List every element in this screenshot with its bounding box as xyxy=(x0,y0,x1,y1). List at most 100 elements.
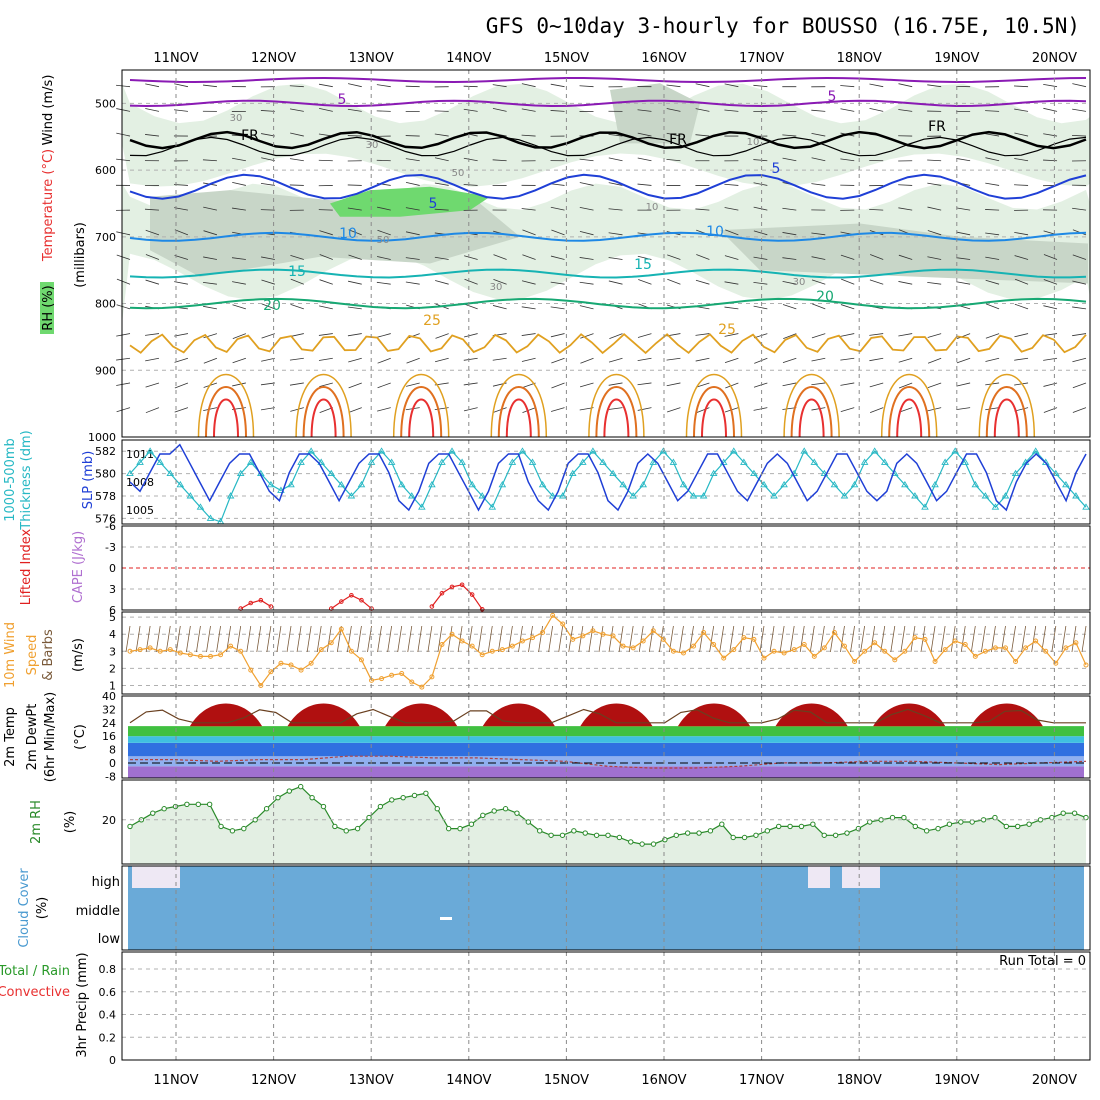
wind-barb xyxy=(493,407,507,413)
wind-barb-10m xyxy=(578,625,584,653)
wind-speed-point xyxy=(620,643,626,649)
wind-barb xyxy=(985,157,1000,162)
wind-barb xyxy=(522,229,536,236)
wind-barb xyxy=(753,230,768,236)
thickness-point xyxy=(840,492,849,499)
wind-barb xyxy=(898,254,913,260)
date-label-top: 17NOV xyxy=(739,51,784,66)
contour-label: 5 xyxy=(772,161,781,177)
wind-barb xyxy=(290,333,304,337)
isotherm-loop xyxy=(790,385,833,438)
rh-point xyxy=(616,834,623,841)
wind-barb-10m xyxy=(699,625,704,653)
thickness-point xyxy=(679,480,688,488)
wind-barb xyxy=(956,281,971,285)
thickness-point xyxy=(196,503,205,510)
wind-barb-10m xyxy=(246,625,252,653)
wind-barb-10m xyxy=(548,625,554,653)
temp-color-band xyxy=(128,726,1084,737)
wind-barb xyxy=(985,110,1000,112)
wind-barb xyxy=(753,382,768,388)
thickness-point xyxy=(1031,447,1040,454)
lifted-index-series xyxy=(330,594,372,610)
thickness-tick-label: 582 xyxy=(95,445,116,458)
wind-barb xyxy=(985,182,1000,186)
wind-barb xyxy=(927,281,942,285)
rh-point xyxy=(161,806,167,812)
rh-point xyxy=(821,832,827,838)
wind-barb xyxy=(724,306,739,310)
wind-barb xyxy=(319,279,333,285)
wind-speed-point xyxy=(962,641,968,647)
wind-barb xyxy=(782,207,797,211)
wind-barb xyxy=(521,280,536,285)
date-label-bottom: 11NOV xyxy=(153,1073,198,1088)
wind-barb-10m xyxy=(538,625,543,653)
wind-barb xyxy=(869,279,884,285)
thickness-point xyxy=(136,458,144,465)
cloud-level-middle: middle xyxy=(76,904,120,919)
wind-barb xyxy=(1043,279,1058,285)
wind-barb xyxy=(347,280,362,285)
temp-hump xyxy=(970,703,1043,727)
wind-barb xyxy=(1072,306,1087,310)
rh-point xyxy=(935,825,941,832)
wind-barb xyxy=(782,157,797,162)
thickness-point xyxy=(639,480,648,488)
thickness-point xyxy=(901,480,909,488)
thickness-point xyxy=(347,492,356,499)
wind-barb xyxy=(985,209,1000,211)
wind-barb xyxy=(290,278,304,285)
isotherm-20 xyxy=(129,297,1087,310)
lifted-index-series xyxy=(431,584,483,610)
thickness-point xyxy=(981,492,990,499)
wind-barb xyxy=(666,84,681,88)
wind-barb-10m xyxy=(779,625,785,653)
wind-barb xyxy=(405,231,420,236)
wind-barb xyxy=(609,333,623,339)
wind-barb xyxy=(202,281,217,285)
thickness-point xyxy=(911,492,919,499)
wind-barb xyxy=(666,132,681,137)
wind-speed-point xyxy=(228,643,234,649)
wind-barb xyxy=(956,407,971,410)
wind-barb xyxy=(869,382,884,388)
rh-point xyxy=(662,836,668,843)
wind-barb xyxy=(579,158,594,162)
wind-barb-10m xyxy=(1071,625,1077,653)
wind-barb xyxy=(782,134,797,137)
contour-label: 20 xyxy=(816,289,834,305)
wind-barb-10m xyxy=(789,625,795,653)
wind-barb-10m xyxy=(940,625,946,653)
thickness-point xyxy=(1062,480,1070,488)
rh-point xyxy=(741,834,748,841)
wind-barb xyxy=(753,84,768,88)
rh-point xyxy=(980,817,987,823)
wind-barb xyxy=(290,303,304,310)
thickness-point xyxy=(458,458,466,465)
wind-barb-10m xyxy=(819,625,825,653)
rh-contour-label: 50 xyxy=(377,235,390,246)
wind-barb xyxy=(116,382,131,386)
isotherm-loop xyxy=(310,398,337,438)
chart-title: GFS 0~10day 3-hourly for BOUSSO (16.75E,… xyxy=(486,14,1080,38)
wind-speed-point xyxy=(771,648,777,654)
wind-barb xyxy=(290,407,304,412)
wind-barb xyxy=(492,357,507,361)
rh-point xyxy=(525,819,532,825)
wind-barb xyxy=(753,256,768,260)
cloud-cover-label: Cloud Cover xyxy=(17,868,32,948)
rh-point xyxy=(730,834,736,841)
wind-barb xyxy=(637,357,652,362)
wind-barb-10m xyxy=(216,625,221,653)
thickness-point xyxy=(438,458,446,465)
isotherm-loop xyxy=(205,385,247,438)
thickness-point xyxy=(770,492,778,499)
wind-barb xyxy=(289,158,304,162)
temp-line xyxy=(129,708,1086,724)
temp-tick-label: 32 xyxy=(102,703,116,716)
rh-point xyxy=(673,832,679,838)
wind-barb xyxy=(666,158,681,162)
wind-barb xyxy=(724,109,739,112)
thickness-point xyxy=(267,480,275,488)
